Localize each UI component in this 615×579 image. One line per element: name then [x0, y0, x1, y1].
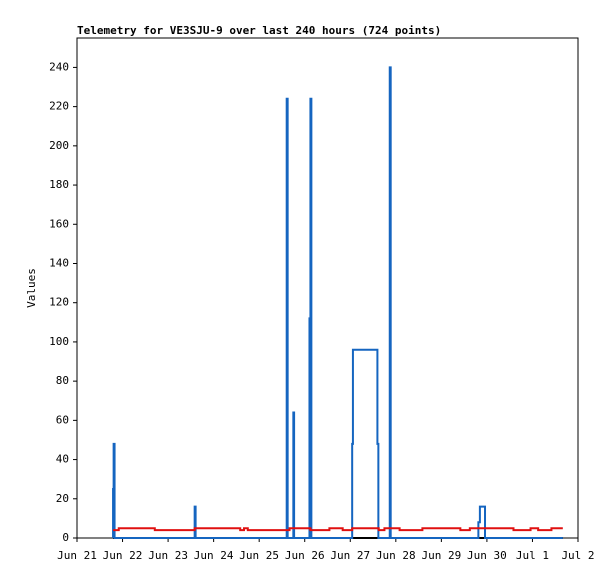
x-tick-label: Jul 2 [561, 549, 594, 562]
plot-frame [76, 37, 579, 539]
y-tick-label: 40 [56, 453, 69, 466]
y-tick-label: 20 [56, 492, 69, 505]
chart-title: Telemetry for VE3SJU-9 over last 240 hou… [77, 24, 441, 37]
x-tick-label: Jun 21 [57, 549, 97, 562]
x-tick-label: Jun 27 [330, 549, 370, 562]
y-tick-label: 220 [49, 100, 69, 113]
series-line [112, 66, 563, 539]
y-axis-label: Values [25, 268, 38, 308]
y-tick-label: 60 [56, 413, 69, 426]
x-tick-label: Jun 29 [421, 549, 461, 562]
x-tick-label: Jun 25 [239, 549, 279, 562]
y-tick-label: 140 [49, 256, 69, 269]
y-tick-label: 200 [49, 139, 69, 152]
x-tick-label: Jun 30 [467, 549, 507, 562]
y-tick-label: 100 [49, 335, 69, 348]
x-tick-label: Jun 24 [194, 549, 234, 562]
x-tick-label: Jun 28 [376, 549, 416, 562]
x-tick-label: Jun 26 [285, 549, 325, 562]
y-tick-label: 0 [62, 531, 69, 544]
series-line [113, 527, 563, 532]
y-tick-label: 120 [49, 296, 69, 309]
y-tick-label: 240 [49, 60, 69, 73]
x-tick-label: Jun 22 [103, 549, 143, 562]
x-tick-label: Jun 23 [148, 549, 188, 562]
y-tick-label: 180 [49, 178, 69, 191]
y-tick-label: 160 [49, 217, 69, 230]
x-tick-label: Jul 1 [516, 549, 549, 562]
y-tick-label: 80 [56, 374, 69, 387]
